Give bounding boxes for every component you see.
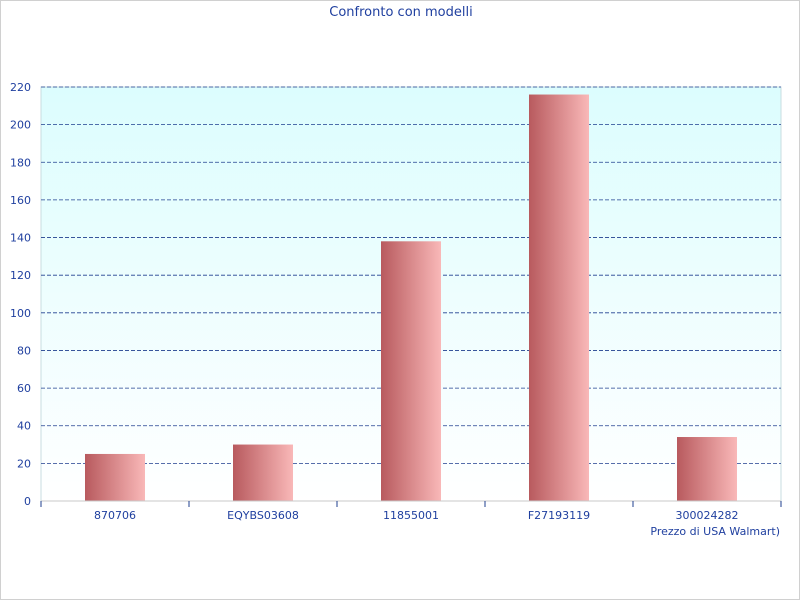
x-tick-label: 300024282 bbox=[676, 509, 739, 522]
bar bbox=[529, 94, 589, 501]
bar bbox=[233, 444, 293, 501]
bar bbox=[381, 241, 441, 502]
y-tick-label: 140 bbox=[10, 232, 31, 245]
x-tick-label: 11855001 bbox=[383, 509, 439, 522]
y-tick-label: 200 bbox=[10, 119, 31, 132]
y-tick-label: 80 bbox=[17, 344, 31, 357]
y-tick-label: 220 bbox=[10, 81, 31, 94]
x-axis-title: Prezzo di USA Walmart) bbox=[650, 525, 780, 538]
chart-title: Confronto con modelli bbox=[329, 5, 473, 20]
y-tick-label: 120 bbox=[10, 269, 31, 282]
y-tick-label: 20 bbox=[17, 457, 31, 470]
y-tick-label: 180 bbox=[10, 156, 31, 169]
x-tick-label: 870706 bbox=[94, 509, 136, 522]
y-tick-label: 160 bbox=[10, 194, 31, 207]
y-tick-label: 40 bbox=[17, 420, 31, 433]
y-tick-label: 0 bbox=[24, 495, 31, 508]
bar bbox=[677, 437, 737, 501]
bar bbox=[85, 453, 145, 501]
x-tick-label: F27193119 bbox=[528, 509, 590, 522]
y-tick-label: 60 bbox=[17, 382, 31, 395]
y-tick-label: 100 bbox=[10, 307, 31, 320]
x-tick-label: EQYBS03608 bbox=[227, 509, 299, 522]
